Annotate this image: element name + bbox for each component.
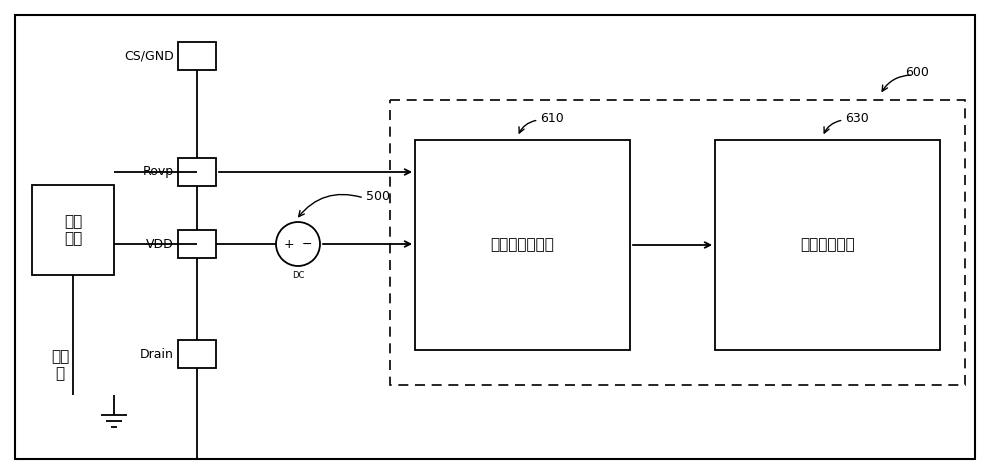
Text: −: − (302, 237, 312, 250)
Text: 电压转电流电路: 电压转电流电路 (491, 237, 554, 253)
Bar (415, 140, 630, 350)
Text: 系统
地: 系统 地 (51, 349, 69, 381)
Text: 500: 500 (366, 190, 390, 202)
Bar (178, 230, 216, 258)
Text: VDD: VDD (146, 237, 174, 250)
Text: DC: DC (292, 271, 304, 280)
Bar (178, 158, 216, 186)
Bar (390, 100, 965, 385)
Text: 600: 600 (905, 65, 929, 79)
Bar (178, 42, 216, 70)
Bar (715, 140, 940, 350)
Text: 计时产生电路: 计时产生电路 (800, 237, 855, 253)
Bar (32, 185, 114, 275)
Text: 610: 610 (540, 111, 564, 125)
Text: Drain: Drain (140, 347, 174, 361)
Text: +: + (284, 237, 294, 250)
Text: CS/GND: CS/GND (124, 49, 174, 63)
Text: 外接
电路: 外接 电路 (64, 214, 82, 246)
Text: 630: 630 (846, 111, 869, 125)
Bar (178, 340, 216, 368)
Text: Rovp: Rovp (143, 165, 174, 179)
